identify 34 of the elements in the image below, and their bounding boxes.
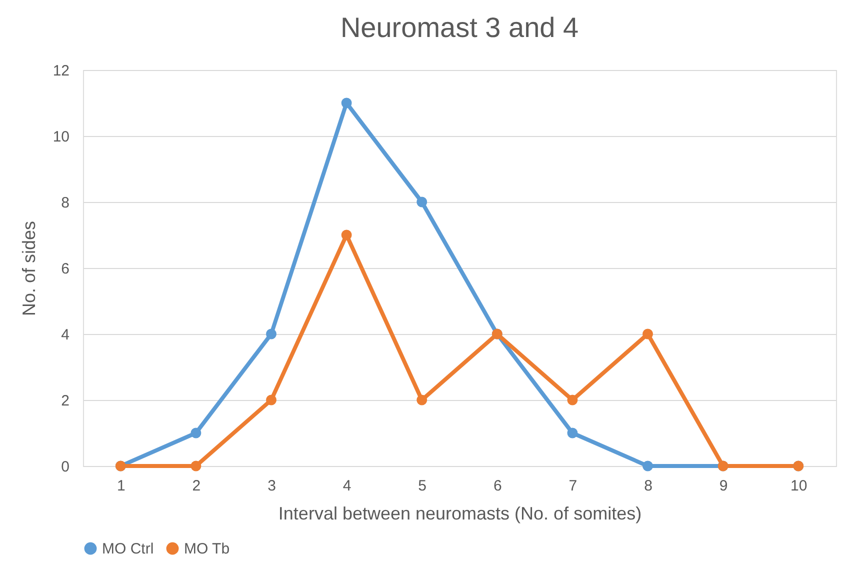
y-tick-label: 2 [61,392,70,410]
x-axis-title: Interval between neuromasts (No. of somites) [278,504,642,524]
y-tick-label: 12 [52,62,70,80]
point [341,230,352,240]
y-tick-label: 6 [61,260,70,278]
x-tick-label: 1 [116,478,126,494]
legend-label: MO Tb [184,540,230,558]
legend-label: MO Ctrl [102,540,154,558]
point [567,428,578,438]
x-tick-label: 5 [418,478,427,494]
x-tick-label: 9 [719,478,728,494]
point [416,196,428,208]
x-tick-label: 10 [790,478,808,494]
x-tick-label: 3 [268,478,276,494]
y-tick-label: 4 [61,326,70,344]
x-tick-label: 6 [493,478,502,494]
point [266,394,276,406]
point [642,328,653,340]
y-tick-label: 0 [61,458,70,476]
x-tick-label: 4 [342,478,352,494]
x-tick-label: 8 [644,478,652,494]
point [190,460,202,472]
x-tick-label: 7 [568,478,578,494]
point [567,394,578,406]
y-tick-label: 8 [61,194,70,212]
y-tick-label: 10 [52,128,70,146]
y-axis-title: No. of sides [18,220,39,316]
point [416,394,428,406]
point [341,98,352,108]
point [266,328,276,340]
point [190,428,202,438]
chart-title: Neuromast 3 and 4 [340,12,579,43]
x-tick-label: 2 [192,478,201,494]
point [642,460,653,472]
